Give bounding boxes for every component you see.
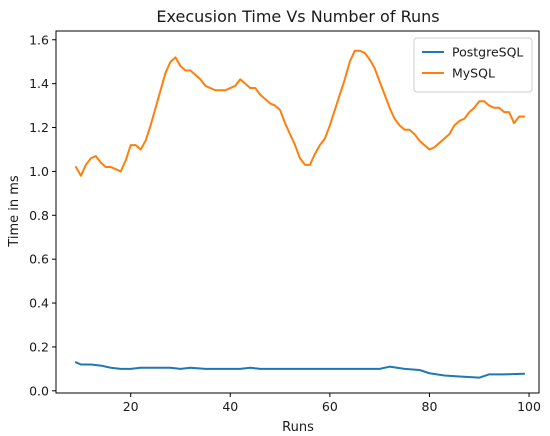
chart-title: Execusion Time Vs Number of Runs bbox=[156, 7, 439, 26]
y-tick-label: 0.0 bbox=[29, 383, 49, 398]
y-tick-label: 0.2 bbox=[29, 339, 49, 354]
y-tick-label: 1.6 bbox=[29, 32, 49, 47]
y-tick-label: 0.4 bbox=[29, 296, 49, 311]
x-tick-label: 20 bbox=[123, 399, 139, 414]
x-tick-label: 40 bbox=[222, 399, 238, 414]
y-tick-label: 0.6 bbox=[29, 252, 49, 267]
series-line-postgresql bbox=[74, 361, 526, 379]
x-tick-label: 100 bbox=[517, 399, 541, 414]
axes-layer: 20 40 60 80 100 0.0 0.2 0.4 0.6 0.8 1.0 1.2 1.4 1.6 bbox=[29, 32, 541, 414]
series-line-mysql bbox=[74, 49, 526, 177]
legend-label-mysql: MySQL bbox=[452, 66, 495, 81]
y-axis-label: Time in ms bbox=[7, 175, 22, 248]
y-tick-label: 1.0 bbox=[29, 164, 49, 179]
x-tick-label: 60 bbox=[322, 399, 338, 414]
series-layer bbox=[74, 49, 526, 379]
legend-label-postgresql: PostgreSQL bbox=[452, 45, 523, 60]
x-tick-label: 80 bbox=[422, 399, 438, 414]
y-tick-label: 0.8 bbox=[29, 208, 49, 223]
y-tick-label: 1.2 bbox=[29, 120, 49, 135]
legend: PostgreSQL MySQL bbox=[413, 37, 533, 93]
plot-frame bbox=[55, 30, 540, 394]
y-tick-label: 1.4 bbox=[29, 76, 49, 91]
x-axis-label: Runs bbox=[282, 420, 314, 435]
